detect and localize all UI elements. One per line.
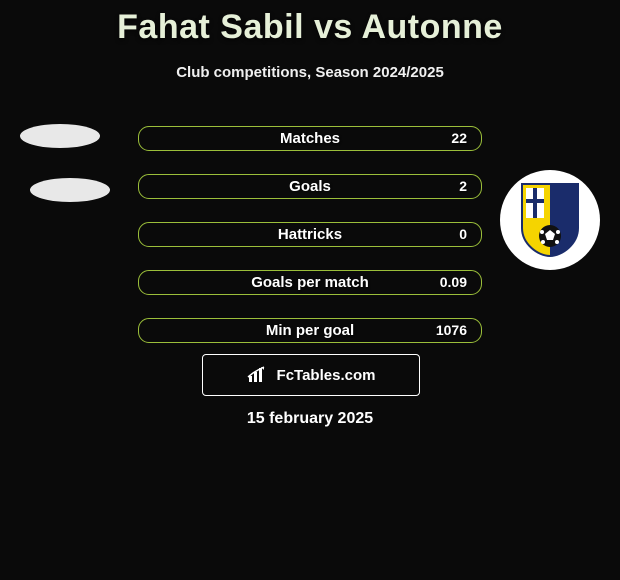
card-subtitle: Club competitions, Season 2024/2025 — [0, 64, 620, 81]
stat-label: Hattricks — [139, 223, 481, 246]
club-badge — [500, 170, 600, 270]
branding-link[interactable]: FcTables.com — [202, 354, 420, 396]
stat-label: Min per goal — [139, 319, 481, 342]
card-title: Fahat Sabil vs Autonne — [0, 8, 620, 47]
stat-value: 0 — [459, 223, 467, 246]
player-photo-placeholder — [20, 124, 100, 148]
stat-value: 2 — [459, 175, 467, 198]
stat-bar: Goals 2 — [138, 174, 482, 199]
stat-bars: Matches 22 Goals 2 Hattricks 0 Goals per… — [138, 126, 482, 366]
stat-bar: Min per goal 1076 — [138, 318, 482, 343]
bar-chart-icon — [247, 366, 269, 384]
stat-value: 0.09 — [440, 271, 467, 294]
player-photo-placeholder — [30, 178, 110, 202]
stat-label: Goals — [139, 175, 481, 198]
stat-value: 1076 — [436, 319, 467, 342]
stat-label: Goals per match — [139, 271, 481, 294]
stat-bar: Hattricks 0 — [138, 222, 482, 247]
stat-bar: Matches 22 — [138, 126, 482, 151]
branding-text: FcTables.com — [277, 367, 376, 384]
stat-value: 22 — [451, 127, 467, 150]
card-date: 15 february 2025 — [0, 410, 620, 428]
stat-bar: Goals per match 0.09 — [138, 270, 482, 295]
stat-label: Matches — [139, 127, 481, 150]
comparison-card: Fahat Sabil vs Autonne Club competitions… — [0, 0, 620, 580]
club-shield-icon — [520, 182, 580, 258]
